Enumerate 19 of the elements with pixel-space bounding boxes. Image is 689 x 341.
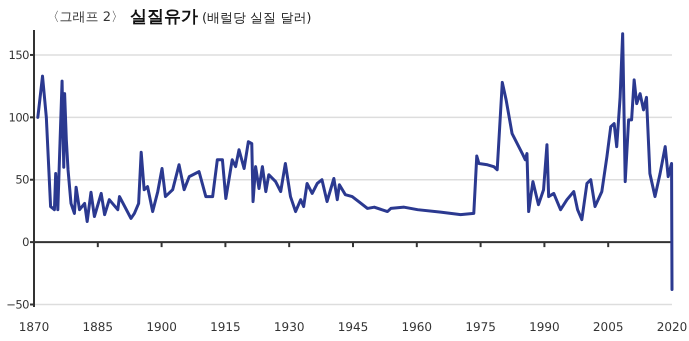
y-tick-label: 100 bbox=[8, 110, 30, 124]
y-tick-label: 150 bbox=[8, 48, 30, 62]
x-tick-label: 2020 bbox=[656, 320, 688, 334]
y-tick-label: −50 bbox=[6, 298, 30, 312]
y-tick-label: 50 bbox=[15, 172, 30, 187]
x-tick-label: 1960 bbox=[402, 320, 432, 334]
text: 〈그래프 2〉 bbox=[46, 10, 124, 25]
x-tick-label: 1870 bbox=[18, 320, 50, 334]
chart-title: 실질유가 bbox=[130, 7, 198, 27]
y-tick-label: 0 bbox=[22, 235, 30, 250]
x-tick-label: 1885 bbox=[82, 320, 114, 334]
x-tick-label: 1900 bbox=[146, 320, 177, 334]
x-tick-label: 1990 bbox=[529, 320, 560, 334]
x-tick-label: 1945 bbox=[338, 320, 368, 334]
x-tick-label: 1930 bbox=[274, 320, 304, 334]
chart-subtitle: (배럴당 실질 달러) bbox=[202, 11, 312, 26]
x-tick-label: 2005 bbox=[592, 320, 624, 334]
x-tick-label: 1915 bbox=[210, 320, 241, 334]
x-tick-label: 1975 bbox=[465, 320, 496, 334]
